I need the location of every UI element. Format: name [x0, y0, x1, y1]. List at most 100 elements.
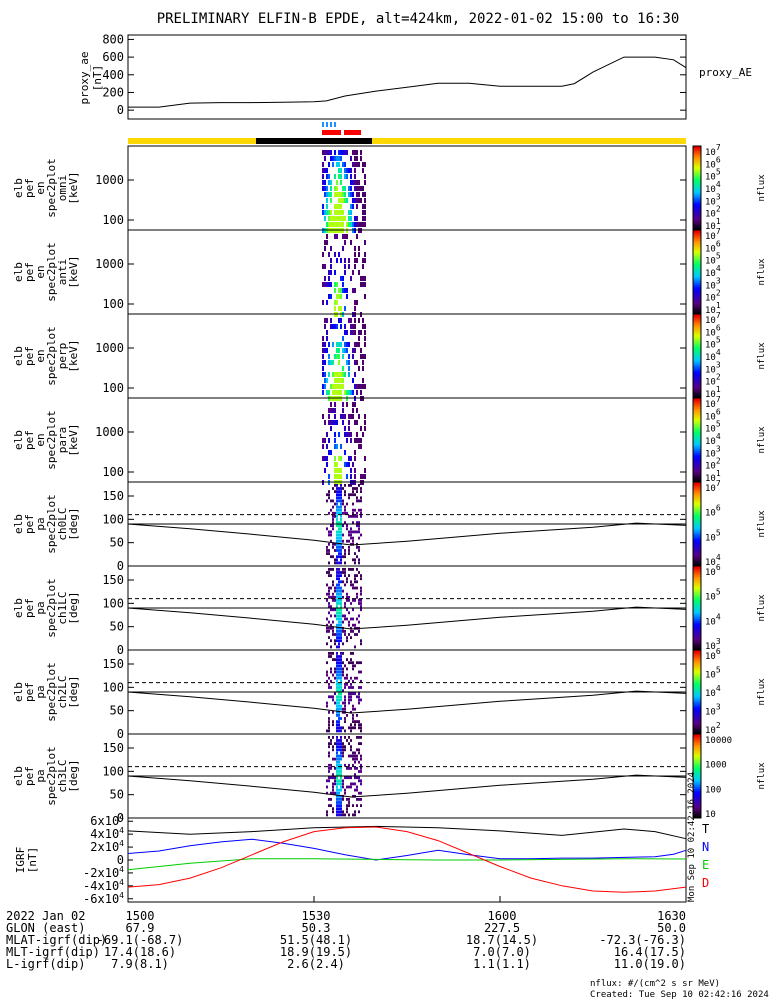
spectrogram-cell	[336, 474, 338, 479]
spectrogram-cell	[340, 456, 342, 461]
proxy-ae-ylabel-2: [nT]	[91, 65, 104, 92]
colorbar-swatch	[693, 521, 701, 525]
spectrogram-cell	[350, 276, 352, 281]
spectrogram-cell	[352, 222, 354, 227]
pitch-angle-cell	[340, 524, 342, 528]
colorbar-swatch	[693, 288, 701, 292]
pitch-angle-cell	[340, 810, 342, 814]
colorbar-swatch	[693, 253, 701, 256]
spectrogram-cell	[356, 420, 358, 425]
colorbar-swatch	[693, 454, 701, 458]
spectrogram-cell	[362, 360, 364, 365]
energy-spectrogram-panel: 1000100elbpefenspec2plotanti[keV]1071061…	[12, 227, 767, 317]
spectrogram-cell	[326, 240, 328, 245]
pitch-angle-cell	[360, 729, 362, 733]
spectrogram-cell	[340, 216, 342, 221]
spectrogram-cell	[346, 198, 348, 203]
spectrogram-cell	[346, 438, 348, 443]
spectrogram-cell	[356, 162, 358, 167]
pitch-angle-cell	[360, 533, 362, 537]
pitch-angle-cell	[342, 555, 344, 559]
pitch-angle-cell	[344, 776, 346, 780]
spectrogram-cell	[348, 342, 350, 347]
colorbar-swatch	[693, 593, 701, 596]
spectrogram-cell	[364, 294, 366, 299]
pitch-angle-cell	[340, 558, 342, 562]
pitch-angle-cell	[340, 739, 342, 742]
pitch-angle-cell	[338, 645, 340, 649]
fgm-mark	[326, 122, 328, 127]
pitch-angle-cell	[328, 571, 330, 574]
pitch-angle-cell	[340, 704, 342, 708]
spectrogram-cell	[322, 252, 324, 257]
pitch-angle-cell	[358, 561, 360, 565]
spectrogram-cell	[322, 360, 324, 365]
colorbar-tick-label: 106	[705, 155, 721, 170]
pitch-angle-cell	[336, 707, 338, 711]
spectrogram-cell	[342, 282, 344, 287]
spectrogram-cell	[356, 342, 358, 347]
colorbar-swatch	[693, 410, 701, 414]
spectrogram-cell	[342, 420, 344, 425]
spectrogram-cell	[354, 450, 356, 455]
spectrogram-cell	[340, 378, 342, 383]
spectrogram-cell	[324, 150, 326, 155]
colorbar-swatch	[693, 547, 701, 550]
pitch-angle-cell	[336, 776, 338, 780]
spectrogram-cell	[332, 222, 334, 227]
pitch-angle-cell	[344, 633, 346, 636]
pitch-ytick-label: 100	[102, 764, 124, 778]
colorbar-swatch	[693, 351, 701, 355]
units-note: nflux: #/(cm^2 s sr MeV)	[590, 979, 720, 989]
pitch-angle-cell	[334, 670, 336, 674]
colorbar-tick-label: 102	[705, 373, 721, 388]
spectrogram-cell	[350, 414, 352, 419]
pitch-angle-cell	[328, 763, 330, 767]
colorbar-swatch	[693, 582, 701, 586]
pitch-angle-cell	[330, 499, 332, 503]
pitch-angle-cell	[338, 698, 340, 702]
spectrogram-cell	[340, 342, 342, 347]
pitch-angle-cell	[338, 707, 340, 711]
spectrogram-cell	[326, 390, 328, 395]
pitch-angle-cell	[352, 692, 354, 696]
pitch-angle-cell	[328, 636, 330, 639]
colorbar-swatch	[693, 330, 701, 334]
igrf-ytick-label: -4x104	[83, 878, 124, 893]
spectrogram-cell	[332, 372, 334, 377]
spectrogram-cell	[334, 306, 336, 311]
colorbar-tick-label: 101	[705, 385, 721, 400]
panel-ylabel-line: [deg]	[67, 675, 80, 708]
pitch-angle-cell	[342, 785, 344, 789]
colorbar-swatch	[693, 440, 701, 443]
colorbar-swatch	[693, 240, 701, 244]
colorbar-swatch	[693, 790, 701, 794]
panel-ylabel-line: ch1LC	[56, 591, 69, 624]
spectrogram-cell	[328, 276, 330, 281]
spectrogram-cell	[360, 222, 362, 227]
pitch-angle-cell	[348, 813, 350, 817]
pitch-angle-cell	[342, 502, 344, 506]
pitch-angle-cell	[326, 701, 328, 705]
pitch-angle-cell	[360, 798, 362, 801]
pitch-angle-cell	[336, 676, 338, 680]
spectrogram-cell	[348, 462, 350, 467]
pitch-angle-cell	[332, 773, 334, 776]
pitch-angle-cell	[336, 763, 338, 767]
spectrogram-cell	[328, 162, 330, 167]
colorbar-swatch	[693, 692, 701, 695]
colorbar-swatch	[693, 309, 701, 313]
spectrogram-cell	[356, 432, 358, 437]
pitch-angle-cell	[360, 763, 362, 767]
pitch-angle-cell	[330, 555, 332, 559]
pitch-angle-cell	[334, 599, 336, 602]
pitch-angle-cell	[340, 736, 342, 739]
colorbar-swatch	[693, 301, 701, 304]
panel-ylabel-line: spec2plot	[45, 158, 58, 218]
pitch-angle-cell	[326, 617, 328, 621]
spectrogram-cell	[334, 216, 336, 221]
colorbar-swatch	[693, 244, 701, 248]
spectrogram-cell	[324, 168, 326, 173]
pitch-angle-cell	[332, 542, 334, 546]
spectrogram-cell	[330, 150, 332, 155]
